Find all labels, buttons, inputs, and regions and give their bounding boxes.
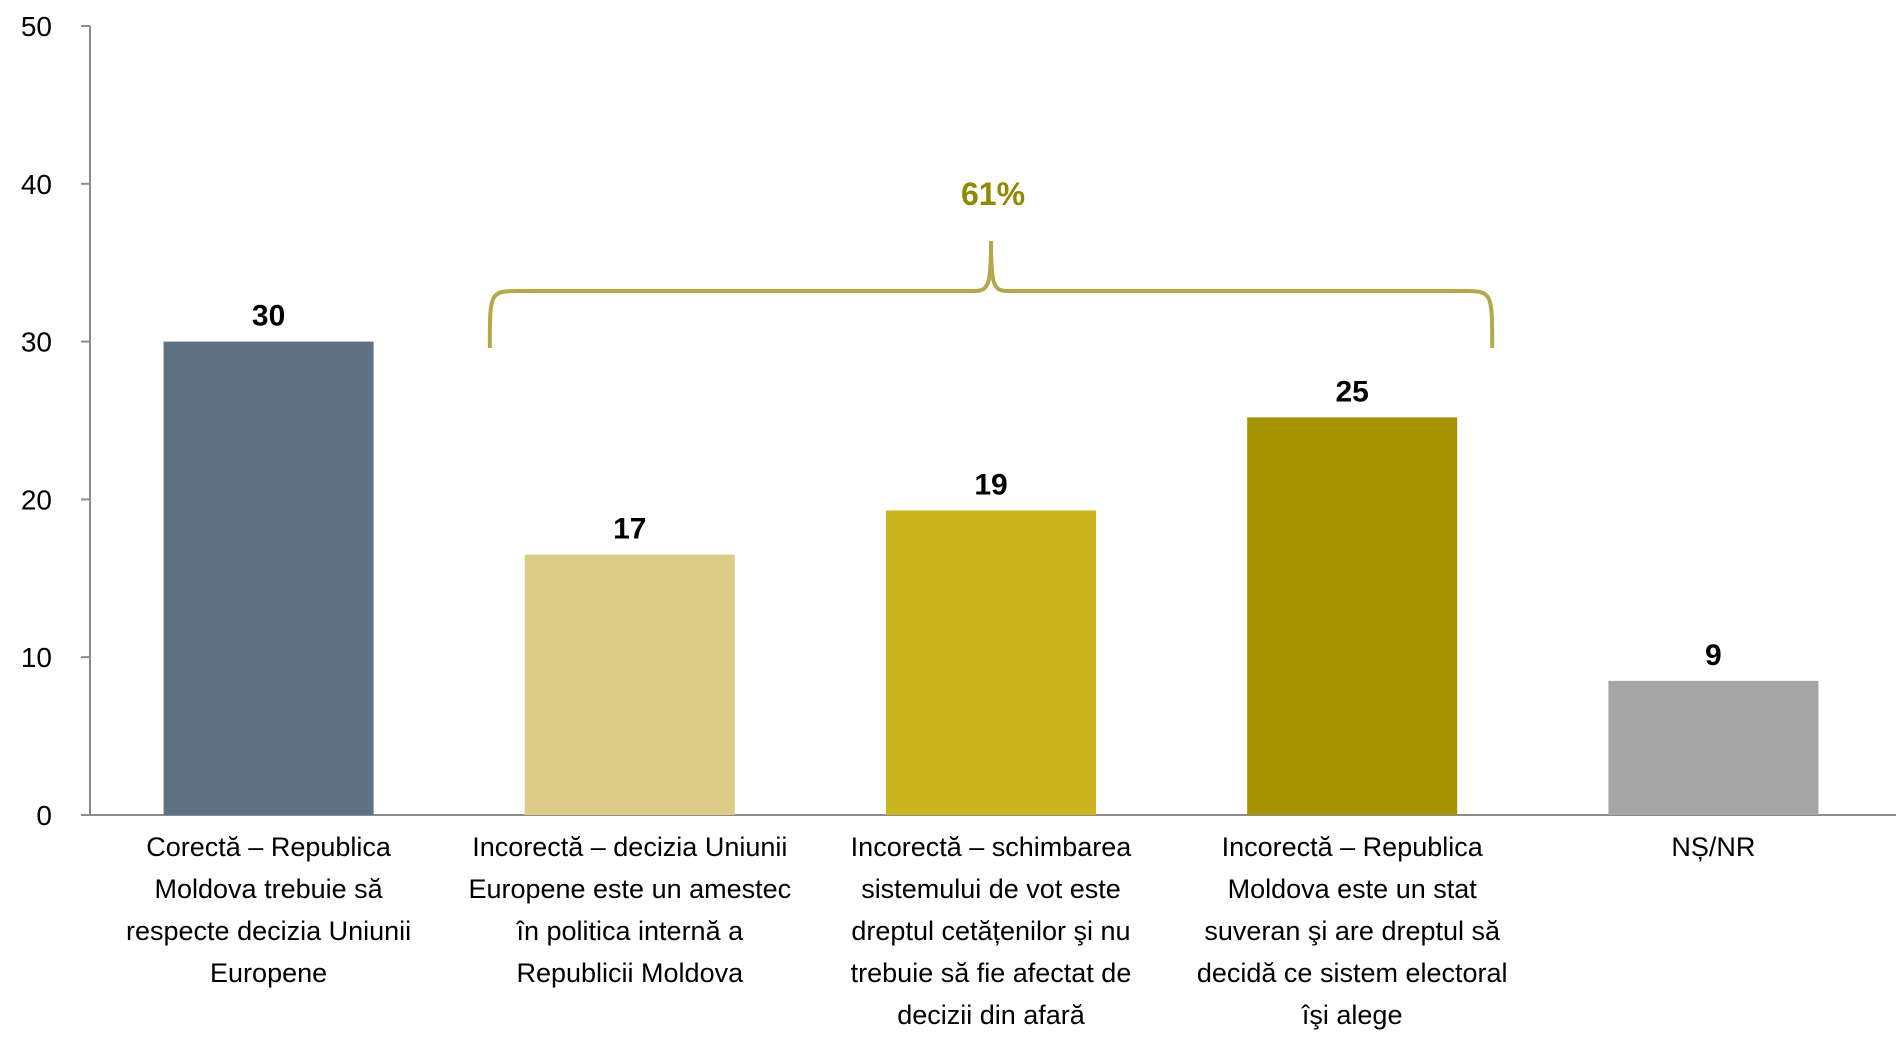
- bracket-annotation-label: 61%: [961, 176, 1025, 212]
- x-tick-label: Incorectă – decizia Uniunii Europene est…: [468, 832, 792, 988]
- x-tick-label: NȘ/NR: [1671, 832, 1756, 862]
- y-tick-label: 20: [21, 484, 52, 515]
- y-tick-label: 10: [21, 642, 52, 673]
- x-tick-label: Corectă – Republica Moldova trebuie să r…: [126, 832, 412, 988]
- bar: [163, 341, 374, 815]
- bar: [1247, 417, 1458, 815]
- x-tick-label: Incorectă – Republica Moldova este un st…: [1196, 832, 1508, 1030]
- bar: [524, 554, 735, 815]
- data-label: 30: [252, 300, 285, 333]
- bar: [886, 510, 1096, 815]
- data-label: 17: [613, 513, 646, 546]
- curly-bracket: [487, 240, 1495, 349]
- y-tick-label: 50: [21, 11, 52, 42]
- bar: [1608, 680, 1819, 815]
- data-label: 19: [974, 468, 1007, 501]
- data-label: 9: [1705, 639, 1722, 672]
- data-label: 25: [1336, 375, 1369, 408]
- y-tick-label: 0: [36, 800, 52, 831]
- y-tick-label: 30: [21, 327, 52, 358]
- x-tick-label: Incorectă – schimbarea sistemului de vot…: [850, 832, 1132, 1030]
- y-tick-label: 40: [21, 169, 52, 200]
